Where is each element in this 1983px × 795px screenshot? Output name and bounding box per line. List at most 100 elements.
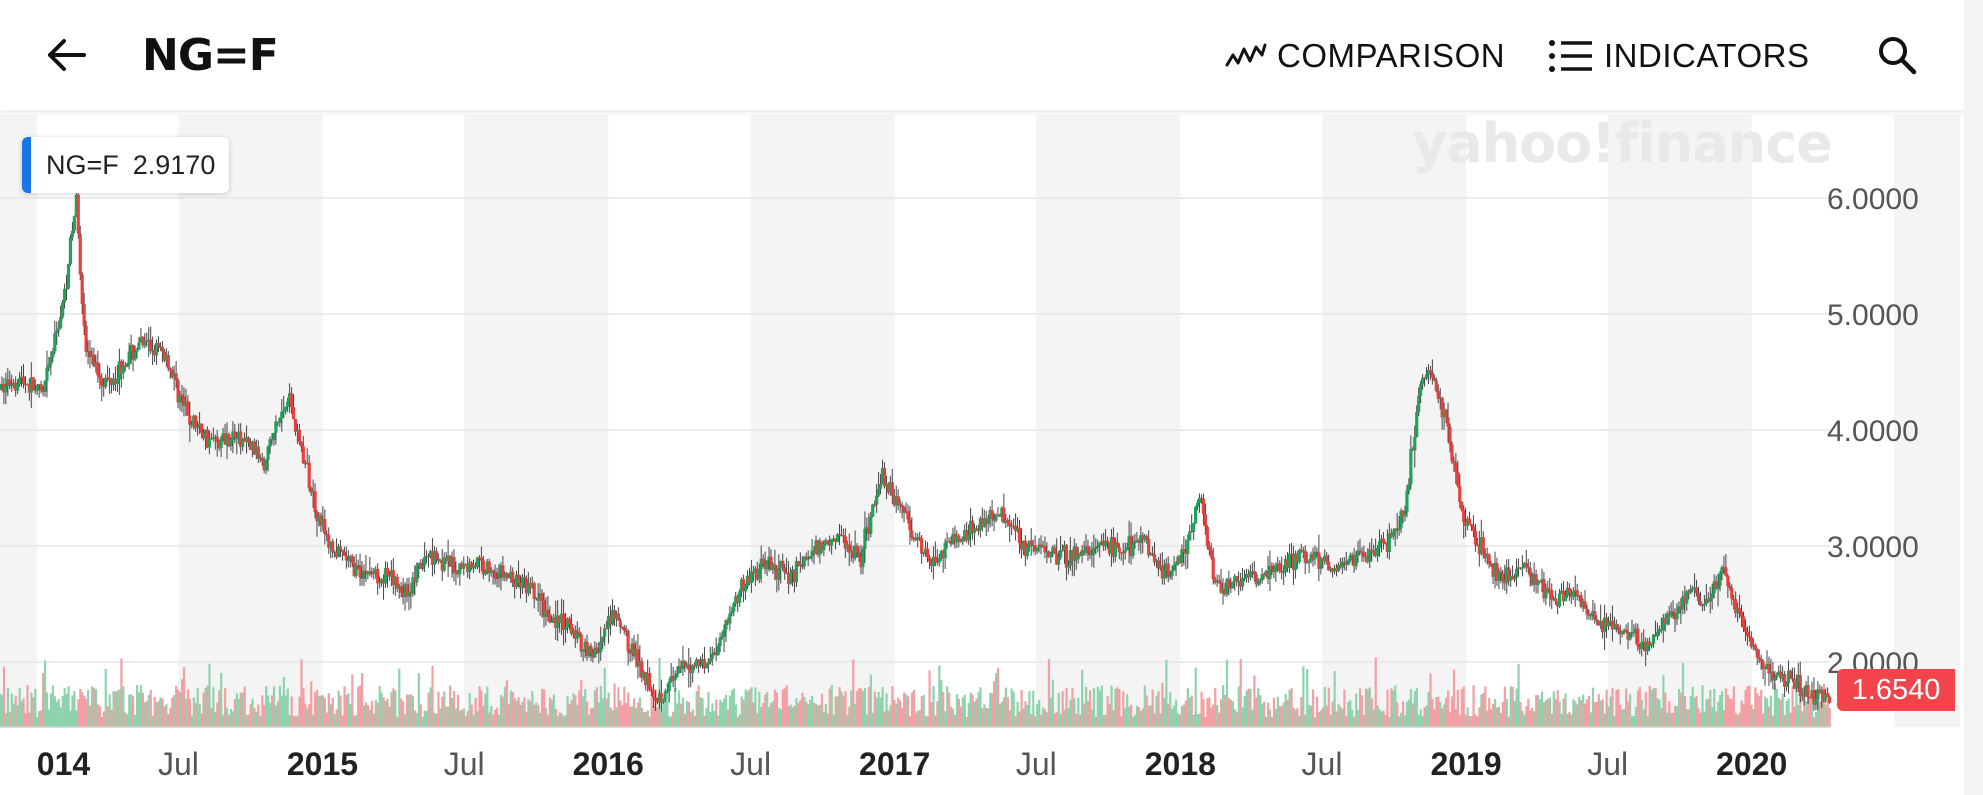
volume-bar — [1010, 688, 1013, 727]
candle-body — [622, 627, 626, 631]
volume-bar — [668, 716, 671, 727]
volume-bar — [1668, 700, 1671, 727]
volume-bar — [57, 699, 60, 727]
volume-bar — [222, 714, 225, 727]
volume-bar — [1400, 712, 1403, 727]
volume-bar — [1638, 686, 1641, 727]
volume-bar — [1130, 704, 1133, 727]
candle-body — [1223, 588, 1227, 595]
volume-bar — [503, 686, 507, 727]
candle-body — [644, 672, 648, 686]
candle-body — [102, 385, 106, 387]
candle-body — [168, 368, 172, 370]
volume-bar — [1192, 714, 1195, 727]
candle-body — [1156, 560, 1161, 569]
volume-bar — [587, 714, 591, 727]
candle-body — [972, 528, 977, 534]
candle-body — [1626, 632, 1630, 640]
volume-bar — [149, 689, 152, 727]
volume-bar — [382, 697, 385, 727]
volume-bar — [468, 693, 471, 727]
candle-body — [953, 533, 957, 543]
volume-bar — [1486, 710, 1489, 727]
volume-bar — [1231, 701, 1234, 727]
candle-body — [724, 620, 728, 630]
volume-bar — [1582, 694, 1585, 727]
volume-bar — [1468, 716, 1471, 727]
volume-bar — [1675, 706, 1679, 727]
volume-bar — [282, 677, 285, 727]
volume-bar — [1585, 699, 1589, 727]
volume-bar — [284, 695, 287, 727]
volume-bar — [118, 689, 121, 727]
candle-body — [262, 460, 266, 471]
candle-body — [250, 441, 255, 451]
candle-body — [1381, 538, 1386, 543]
search-button[interactable] — [1872, 30, 1922, 80]
volume-bar — [623, 686, 626, 727]
volume-bar — [887, 710, 890, 727]
volume-bar — [1151, 689, 1154, 727]
volume-bar — [1603, 713, 1606, 727]
volume-bar — [1018, 711, 1021, 727]
volume-bar — [69, 710, 72, 727]
candle-body — [730, 611, 734, 614]
volume-bar — [840, 691, 843, 727]
candle-body — [790, 569, 795, 573]
volume-bar — [1546, 698, 1550, 727]
candle-body — [667, 681, 671, 692]
candle-body — [96, 362, 100, 376]
candle-body — [1559, 590, 1564, 594]
candle-body — [286, 401, 290, 407]
candle-body — [1556, 600, 1560, 607]
volume-bar — [274, 705, 278, 727]
volume-bar — [1098, 690, 1101, 727]
candle-body — [1716, 585, 1720, 589]
volume-bar — [959, 706, 962, 727]
volume-bar — [1826, 697, 1829, 727]
volume-bar — [1593, 702, 1596, 727]
candle-body — [315, 512, 319, 522]
volume-bar — [65, 693, 68, 727]
candle-body — [1493, 563, 1497, 577]
candle-body — [830, 538, 834, 546]
volume-bar — [1447, 690, 1450, 727]
candle-body — [700, 659, 705, 665]
volume-bar — [1427, 691, 1430, 727]
candle-body — [849, 550, 853, 553]
candle-body — [1086, 546, 1090, 551]
candle-body — [1356, 550, 1360, 556]
volume-bar — [1683, 696, 1687, 727]
volume-bar — [511, 691, 514, 727]
candle-body — [61, 302, 65, 318]
candle-body — [556, 615, 560, 628]
volume-bar — [496, 707, 499, 727]
candle-body — [741, 579, 746, 592]
volume-bar — [707, 692, 710, 727]
volume-bar — [613, 683, 616, 727]
candle-body — [1274, 565, 1278, 573]
back-button[interactable] — [42, 30, 92, 80]
candle-body — [974, 528, 979, 531]
volume-bar — [1220, 699, 1223, 727]
comparison-button[interactable]: COMPARISON — [1225, 36, 1505, 76]
candle-body — [1591, 611, 1595, 616]
candle-body — [1577, 595, 1581, 597]
candle-body — [1814, 699, 1818, 705]
candle-body — [1538, 581, 1542, 583]
candle-body — [1407, 484, 1411, 491]
candle-body — [190, 424, 194, 426]
indicators-button[interactable]: INDICATORS — [1548, 36, 1809, 76]
candle-body — [72, 216, 76, 231]
candle-body — [1334, 567, 1339, 572]
candle-body — [33, 389, 37, 392]
candle-body — [1563, 595, 1568, 602]
volume-bar — [795, 697, 798, 727]
candle-body — [569, 623, 573, 634]
volume-bar — [724, 694, 728, 727]
volume-bar — [1313, 716, 1317, 727]
candle-body — [1242, 577, 1247, 579]
candle-body — [511, 571, 515, 583]
volume-bar — [783, 688, 786, 727]
